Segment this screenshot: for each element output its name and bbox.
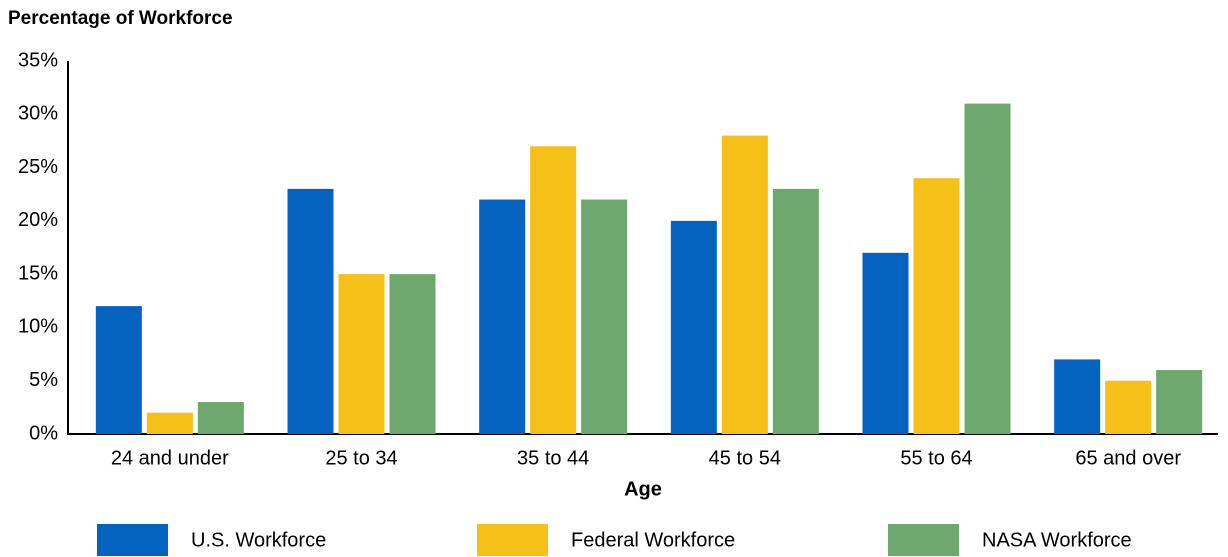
bar bbox=[479, 199, 526, 434]
legend-swatch bbox=[477, 524, 548, 556]
x-axis-label: Age bbox=[624, 478, 662, 500]
bar bbox=[862, 252, 909, 434]
x-tick-label: 65 and over bbox=[1075, 447, 1181, 469]
x-tick-label: 35 to 44 bbox=[517, 447, 589, 469]
legend-label: U.S. Workforce bbox=[191, 529, 326, 551]
y-tick-label: 25% bbox=[18, 156, 58, 178]
chart-title: Percentage of Workforce bbox=[8, 8, 233, 29]
bar bbox=[913, 178, 960, 434]
bar bbox=[1105, 380, 1152, 434]
bar bbox=[338, 274, 385, 434]
y-tick-label: 15% bbox=[18, 262, 58, 284]
legend-label: NASA Workforce bbox=[982, 529, 1132, 551]
y-tick-label: 20% bbox=[18, 209, 58, 231]
legend-label: Federal Workforce bbox=[571, 529, 735, 551]
bar bbox=[95, 306, 142, 434]
x-tick-label: 45 to 54 bbox=[709, 447, 781, 469]
bar bbox=[197, 402, 244, 434]
legend-swatch bbox=[97, 524, 168, 556]
bar bbox=[1156, 370, 1203, 434]
y-tick-label: 30% bbox=[18, 103, 58, 125]
legend-swatch bbox=[888, 524, 959, 556]
y-tick-label: 5% bbox=[29, 369, 58, 391]
y-tick-label: 0% bbox=[29, 422, 58, 444]
bar bbox=[389, 274, 436, 434]
bar bbox=[964, 103, 1011, 434]
bar bbox=[670, 220, 717, 434]
y-tick-label: 35% bbox=[18, 49, 58, 71]
bar bbox=[146, 412, 193, 434]
bar bbox=[530, 146, 577, 434]
bar bbox=[772, 188, 819, 434]
x-tick-label: 24 and under bbox=[111, 447, 229, 469]
x-tick-label: 25 to 34 bbox=[325, 447, 397, 469]
bar bbox=[287, 188, 334, 434]
bar bbox=[581, 199, 628, 434]
bar bbox=[721, 135, 768, 434]
x-tick-label: 55 to 64 bbox=[900, 447, 972, 469]
bar bbox=[1054, 359, 1101, 434]
y-tick-label: 10% bbox=[18, 316, 58, 338]
